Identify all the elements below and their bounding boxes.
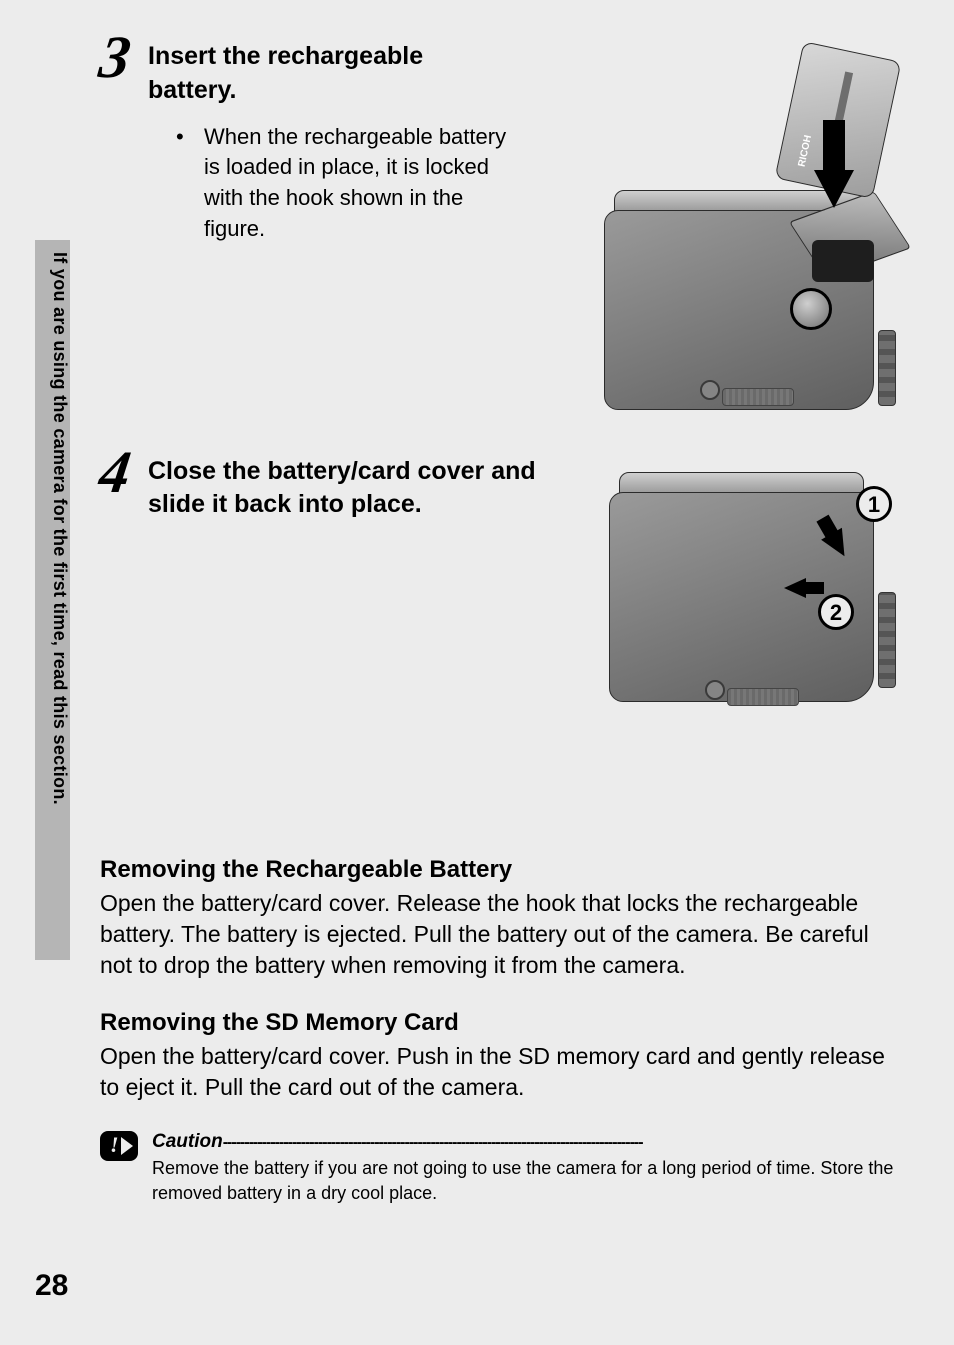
step-title: Insert the rechargeable battery. [148,40,508,108]
step-body: Close the battery/card cover and slide i… [148,445,558,537]
marker-2: 2 [818,594,854,630]
section-remove-battery: Removing the Rechargeable Battery Open t… [100,856,894,981]
sections: Removing the Rechargeable Battery Open t… [100,856,894,1103]
battery-brand-label: RICOH [797,134,814,168]
section-body: Open the battery/card cover. Release the… [100,888,894,981]
figure-insert-battery: RICOH [604,50,894,420]
side-grip [878,592,896,688]
caution-content: Caution---------------------------------… [152,1131,894,1205]
section-body: Open the battery/card cover. Push in the… [100,1041,894,1103]
section-title: Removing the Rechargeable Battery [100,856,894,884]
page-number: 28 [35,1269,68,1303]
figure-close-cover: 1 2 [609,442,894,722]
bullet-text: When the rechargeable battery is loaded … [204,122,508,245]
manual-page: If you are using the camera for the firs… [0,0,954,1345]
bullet-dot: • [176,122,204,245]
step-body: Insert the rechargeable battery. • When … [148,30,508,245]
caution-icon [100,1131,138,1161]
tripod-mount [700,380,720,400]
step-number: 4 [96,445,152,499]
caution-header: Caution---------------------------------… [152,1131,894,1153]
camera-illustration: RICOH [604,50,894,420]
arrow-down-icon [814,170,854,208]
step-bullet: • When the rechargeable battery is loade… [148,122,508,245]
camera-illustration: 1 2 [609,442,894,722]
step-title: Close the battery/card cover and slide i… [148,455,558,523]
caution-block: Caution---------------------------------… [100,1131,894,1205]
release-latch [727,688,799,706]
tripod-mount [705,680,725,700]
hook-callout-circle [790,288,832,330]
arrow-step2-icon [784,578,806,598]
caution-label: Caution [152,1131,223,1152]
section-remove-sd: Removing the SD Memory Card Open the bat… [100,1009,894,1103]
caution-dashes: ----------------------------------------… [223,1134,643,1151]
caution-text: Remove the battery if you are not going … [152,1156,894,1205]
step-number: 3 [96,30,152,84]
side-grip [878,330,896,406]
release-latch [722,388,794,406]
marker-1: 1 [856,486,892,522]
side-tab-text: If you are using the camera for the firs… [35,250,70,950]
battery-slot [812,240,874,282]
section-title: Removing the SD Memory Card [100,1009,894,1037]
side-tab: If you are using the camera for the firs… [35,240,70,960]
